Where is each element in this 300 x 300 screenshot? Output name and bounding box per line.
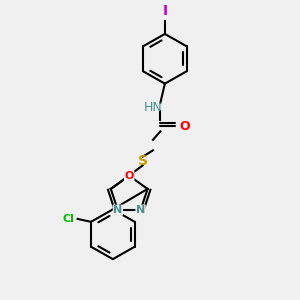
Text: O: O (124, 171, 134, 181)
Text: S: S (138, 154, 148, 168)
Text: N: N (136, 205, 145, 215)
Text: HN: HN (144, 100, 162, 113)
Text: O: O (180, 120, 190, 133)
Text: N: N (113, 205, 122, 215)
Text: I: I (162, 4, 167, 18)
Text: Cl: Cl (63, 214, 75, 224)
